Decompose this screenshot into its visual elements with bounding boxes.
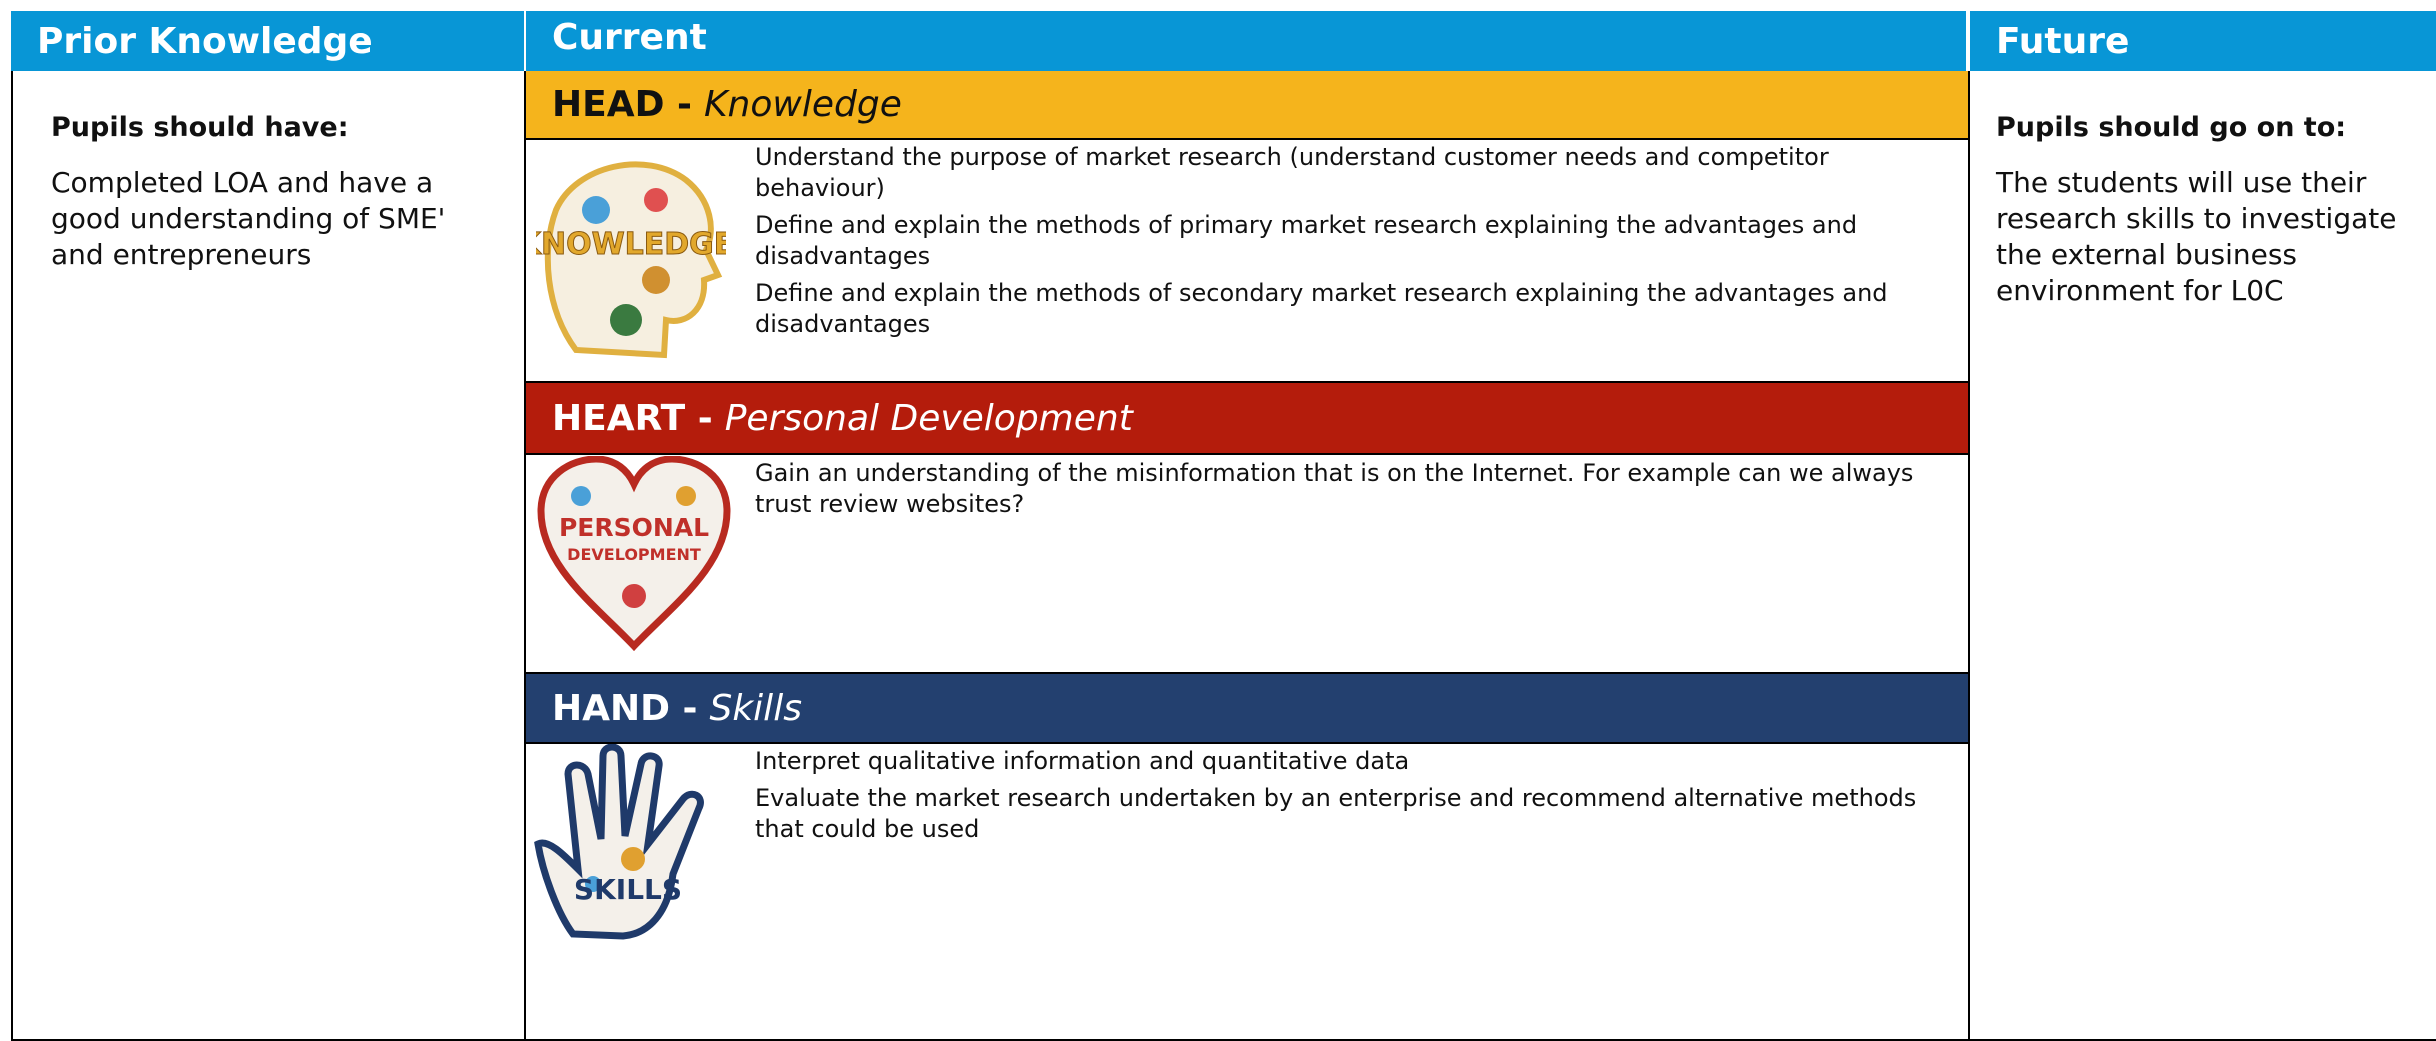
paragraph: The students will use their research ski… xyxy=(1996,166,2397,307)
section-title: HAND - xyxy=(552,687,698,729)
paragraph: Completed LOA and have a good understand… xyxy=(51,166,446,271)
header-text: Future xyxy=(1996,20,2130,62)
item: Define and explain the methods of primar… xyxy=(755,211,1858,270)
item-list: Understand the purpose of market researc… xyxy=(755,142,1955,346)
item-list: Interpret qualitative information and qu… xyxy=(755,746,1955,851)
header: Current xyxy=(526,11,1966,71)
icon-label: DEVELOPMENT xyxy=(567,545,701,564)
item-list: Gain an understanding of the misinformat… xyxy=(755,458,1955,526)
section-bar: HEART - Personal Development xyxy=(526,381,1968,455)
subheading: Pupils should have: xyxy=(51,112,349,143)
section-title: HEAD - xyxy=(552,84,692,125)
section-subtitle: Personal Development xyxy=(724,397,1133,439)
section-title: HEART - xyxy=(552,397,713,439)
header-text: Prior Knowledge xyxy=(37,20,373,62)
icon-label: PERSONAL xyxy=(559,513,709,542)
section-subtitle: Knowledge xyxy=(703,84,902,125)
icon-label: SKILLS xyxy=(574,873,682,906)
item: Evaluate the market research undertaken … xyxy=(755,784,1917,843)
hand-icon: SKILLS xyxy=(534,744,704,940)
item: Understand the purpose of market researc… xyxy=(755,143,1829,202)
item: Define and explain the methods of second… xyxy=(755,279,1888,338)
icon-label: KNOWLEDGE xyxy=(536,227,726,262)
section-bar: HEAD - Knowledge xyxy=(526,71,1968,140)
header: Prior Knowledge xyxy=(11,11,524,71)
knowledge-icon: KNOWLEDGE xyxy=(536,161,726,359)
section-bar: HAND - Skills xyxy=(526,672,1968,744)
header-text: Current xyxy=(552,17,707,58)
item: Interpret qualitative information and qu… xyxy=(755,747,1410,775)
header: Future xyxy=(1970,11,2436,71)
section-subtitle: Skills xyxy=(709,687,802,729)
subheading: Pupils should go on to: xyxy=(1996,112,2347,143)
heart-icon: PERSONAL DEVELOPMENT xyxy=(537,456,731,652)
item: Gain an understanding of the misinformat… xyxy=(755,459,1914,518)
